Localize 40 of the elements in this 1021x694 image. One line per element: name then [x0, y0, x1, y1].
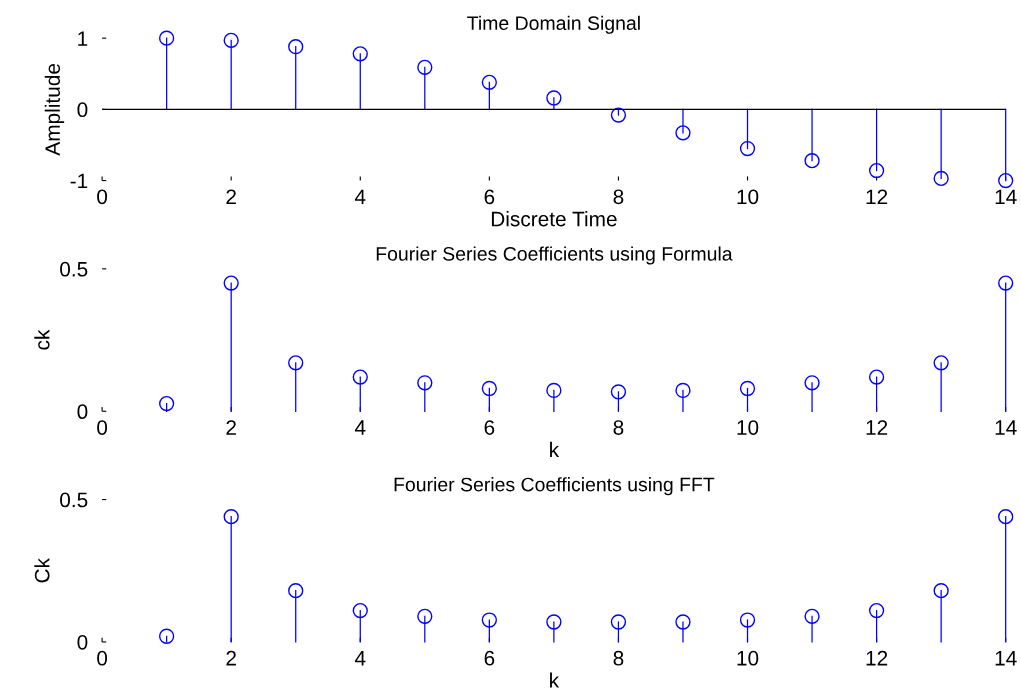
chart-title: Fourier Series Coefficients using FFT: [394, 477, 715, 496]
x-tick-label: 8: [613, 650, 624, 666]
x-tick-label: 10: [737, 650, 759, 666]
x-tick-label: 12: [866, 420, 888, 435]
x-tick-label: 6: [484, 189, 495, 205]
x-tick-label: 6: [484, 650, 495, 666]
x-tick-label: 4: [354, 651, 366, 666]
x-tick-label: 12: [866, 650, 888, 666]
y-tick-label: 0: [77, 404, 88, 420]
x-tick-label: 0: [97, 650, 108, 666]
x-axis-title: k: [550, 672, 560, 688]
x-axis-title: k: [550, 441, 560, 457]
x-tick-label: 14: [995, 189, 1017, 204]
x-tick-label: 14: [995, 651, 1017, 666]
x-tick-label: 14: [995, 420, 1017, 435]
chart-title: Time Domain Signal: [467, 15, 640, 34]
x-tick-label: 8: [613, 189, 624, 205]
y-tick-label: -1: [70, 173, 88, 189]
x-tick-label: 6: [484, 420, 495, 435]
y-tick-label: 0.5: [60, 261, 88, 277]
y-tick-label: 1: [78, 31, 88, 46]
y-tick-label: 0: [77, 102, 88, 118]
x-tick-label: 10: [737, 420, 759, 435]
y-axis-title: Amplitude: [44, 63, 65, 156]
x-tick-label: 12: [866, 189, 888, 204]
x-tick-label: 8: [613, 420, 624, 435]
x-tick-label: 2: [226, 420, 236, 435]
x-tick-label: 0: [97, 420, 108, 435]
x-tick-label: 2: [226, 189, 236, 204]
y-axis-title: ck: [34, 329, 50, 350]
x-tick-label: 4: [354, 189, 366, 204]
x-tick-label: 0: [97, 189, 108, 205]
chart-title: Fourier Series Coefficients using Formula: [376, 246, 733, 265]
x-tick-label: 2: [226, 650, 236, 666]
x-axis-title: Discrete Time: [491, 211, 617, 227]
y-axis-title: Ck: [34, 557, 50, 583]
x-tick-label: 4: [354, 420, 366, 435]
x-tick-label: 10: [737, 189, 759, 205]
y-tick-label: 0.5: [60, 492, 88, 508]
y-tick-label: 0: [77, 634, 88, 650]
